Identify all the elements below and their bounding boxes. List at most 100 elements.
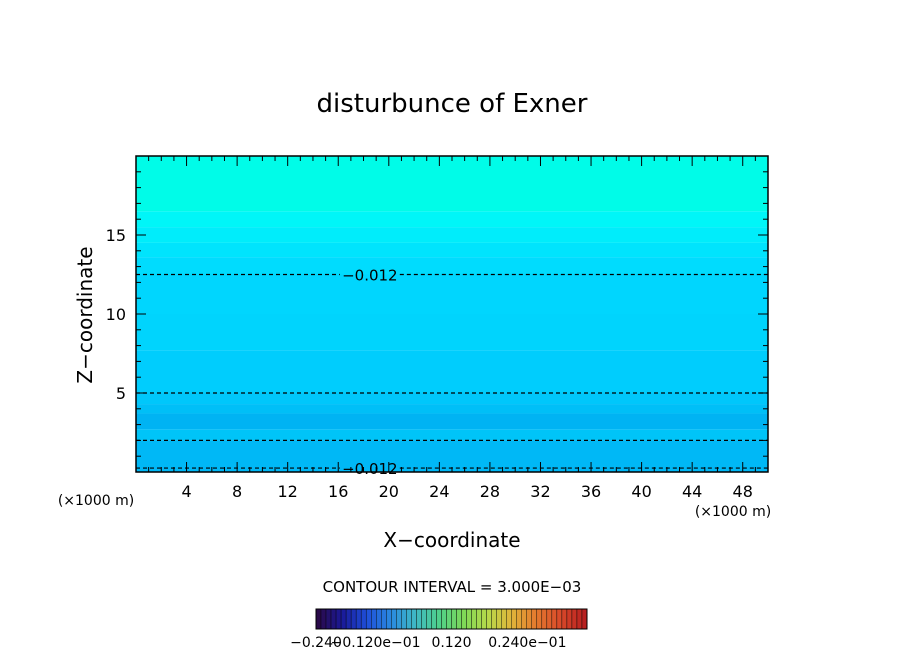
- colorbar-cell-11: [371, 608, 377, 630]
- fill-band-6: [136, 314, 768, 351]
- colorbar-cell-8: [355, 608, 362, 630]
- colorbar-cell-22: [426, 608, 432, 630]
- colorbar-cell-10: [365, 608, 372, 630]
- colorbar-cell-4: [335, 608, 342, 630]
- colorbar-cell-15: [391, 608, 397, 630]
- x-tick-label-20: 20: [379, 482, 399, 501]
- colorbar-cell-14: [386, 608, 392, 630]
- colorbar-cell-37: [501, 608, 507, 630]
- colorbar-cell-45: [541, 608, 548, 630]
- colorbar-cell-33: [481, 608, 487, 630]
- fill-band-11: [136, 211, 768, 228]
- colorbar-cell-30: [466, 608, 472, 630]
- fill-band-10: [136, 227, 768, 243]
- y-axis-label: Z−coordinate: [73, 246, 97, 383]
- colorbar-cell-34: [486, 608, 492, 630]
- colorbar-cell-17: [401, 608, 407, 630]
- colorbar-label-0: −0.240: [290, 635, 342, 651]
- colorbar-cell-26: [446, 608, 452, 630]
- colorbar-cell-1: [320, 608, 327, 630]
- fill-band-7: [136, 274, 768, 314]
- contour-interval-label: CONTOUR INTERVAL = 3.000E−03: [323, 578, 582, 596]
- fill-band-3: [136, 404, 768, 414]
- x-tick-label-48: 48: [733, 482, 753, 501]
- x-tick-label-4: 4: [181, 482, 191, 501]
- colorbar-cell-5: [340, 608, 347, 630]
- chart-title: disturbunce of Exner: [317, 89, 588, 119]
- colorbar-cell-51: [571, 608, 578, 630]
- x-tick-label-28: 28: [480, 482, 500, 501]
- colorbar-cell-0: [315, 608, 322, 630]
- colorbar-cell-38: [506, 608, 512, 630]
- fill-band-5: [136, 350, 768, 393]
- fill-band-9: [136, 242, 768, 258]
- y-tick-label-15: 15: [106, 226, 126, 245]
- x-unit-label-left: (×1000 m): [58, 493, 134, 509]
- colorbar-cell-28: [456, 608, 462, 630]
- colorbar-label-2: 0.120: [431, 635, 471, 651]
- colorbar-cell-39: [511, 608, 517, 630]
- colorbar-cell-9: [360, 608, 367, 630]
- colorbar-cell-48: [556, 608, 563, 630]
- plot-area: [136, 156, 768, 472]
- x-tick-label-36: 36: [581, 482, 601, 501]
- colorbar-cell-21: [421, 608, 427, 630]
- fill-band-8: [136, 257, 768, 275]
- colorbar-cell-23: [431, 608, 437, 630]
- x-unit-label-right: (×1000 m): [695, 504, 771, 520]
- colorbar-cell-46: [546, 608, 553, 630]
- colorbar-cell-41: [521, 608, 527, 630]
- colorbar-cell-50: [566, 608, 573, 630]
- colorbar-label-3: 0.240e−01: [488, 635, 566, 651]
- colorbar-cell-18: [406, 608, 412, 630]
- colorbar-cell-32: [476, 608, 482, 630]
- colorbar-cell-20: [416, 608, 422, 630]
- x-tick-label-44: 44: [682, 482, 702, 501]
- fill-band-12: [136, 156, 768, 212]
- colorbar-cell-47: [551, 608, 558, 630]
- contour-lines: −0.012 −0.012: [136, 267, 768, 478]
- x-tick-label-32: 32: [530, 482, 550, 501]
- colorbar-cell-24: [436, 608, 442, 630]
- colorbar-cell-3: [330, 608, 337, 630]
- colorbar-cell-25: [441, 608, 447, 630]
- colorbar-cell-42: [526, 608, 532, 630]
- colorbar-cell-53: [581, 608, 588, 630]
- colorbar-cell-36: [496, 608, 502, 630]
- colorbar-cell-12: [376, 608, 382, 630]
- x-tick-label-8: 8: [232, 482, 242, 501]
- colorbar-cell-27: [451, 608, 457, 630]
- colorbar-frame: [315, 608, 588, 630]
- colorbar-cell-16: [396, 608, 402, 630]
- colorbar: [315, 608, 588, 630]
- colorbar-cell-2: [325, 608, 332, 630]
- colorbar-cell-35: [491, 608, 497, 630]
- y-tick-label-10: 10: [106, 305, 126, 324]
- colorbar-cell-49: [561, 608, 568, 630]
- y-tick-label-5: 5: [116, 384, 126, 403]
- colorbar-cell-13: [381, 608, 387, 630]
- contour-label-3: −0.012: [342, 267, 398, 285]
- x-tick-label-24: 24: [429, 482, 449, 501]
- colorbar-cell-29: [461, 608, 467, 630]
- colorbar-labels: −0.240−0.120e−01 0.120 0.240e−01: [290, 635, 566, 651]
- colorbar-cell-44: [536, 608, 543, 630]
- colorbar-cell-52: [576, 608, 583, 630]
- x-axis-label: X−coordinate: [383, 528, 520, 552]
- fill-band-0: [136, 440, 768, 472]
- colorbar-cell-40: [516, 608, 522, 630]
- x-tick-label-16: 16: [328, 482, 348, 501]
- colorbar-cell-6: [345, 608, 352, 630]
- colorbar-cell-7: [350, 608, 357, 630]
- fill-band-2: [136, 413, 768, 430]
- fill-band-4: [136, 393, 768, 405]
- colorbar-label-1: −0.120e−01: [331, 635, 421, 651]
- x-tick-label-12: 12: [278, 482, 298, 501]
- colorbar-cell-43: [531, 608, 538, 630]
- colorbar-cell-31: [471, 608, 477, 630]
- x-tick-label-40: 40: [631, 482, 651, 501]
- colorbar-cell-19: [411, 608, 417, 630]
